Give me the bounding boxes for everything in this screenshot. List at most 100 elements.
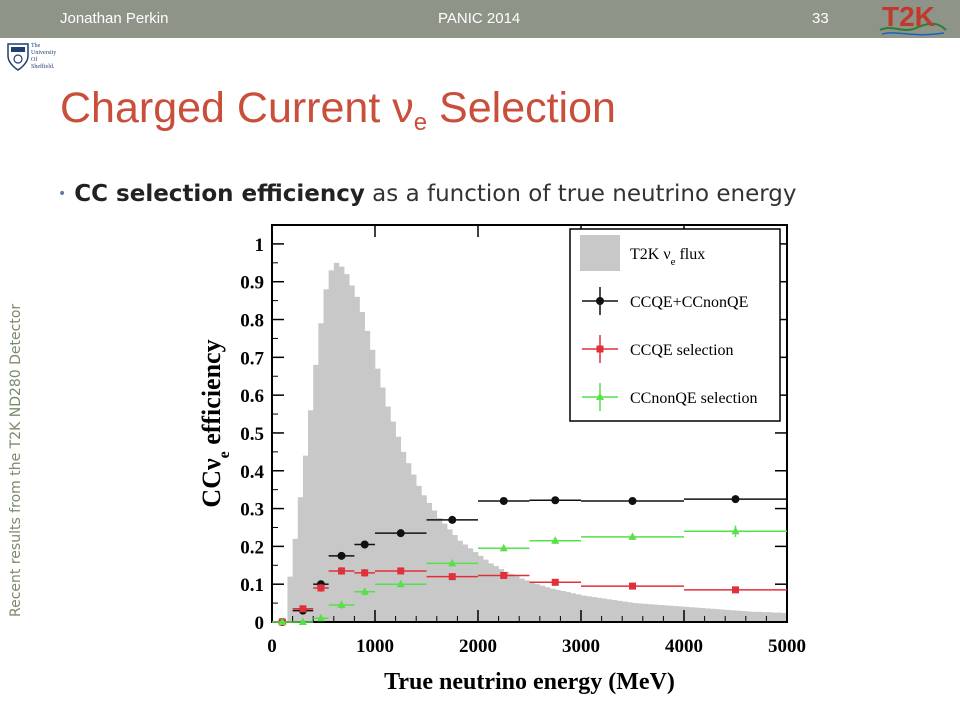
flux-bar [699, 608, 705, 622]
flux-bar [354, 296, 360, 622]
side-note: Recent results from the T2K ND280 Detect… [8, 303, 24, 617]
data-point [478, 571, 530, 579]
flux-bar [519, 578, 525, 622]
flux-bar [544, 587, 551, 622]
data-point [313, 613, 329, 622]
flux-bar [596, 597, 602, 622]
flux-bar [627, 602, 633, 622]
y-tick-label: 0.1 [240, 575, 264, 596]
title-main: Charged Current ν [60, 84, 414, 132]
y-tick-label: 0.2 [240, 537, 264, 558]
flux-bar [673, 606, 680, 622]
flux-bar [761, 612, 767, 622]
flux-bar [472, 552, 479, 622]
y-tick-label: 0.3 [240, 500, 264, 521]
data-point-marker [499, 543, 508, 552]
flux-bar [756, 611, 762, 622]
flux-bar [714, 609, 721, 622]
flux-bar [534, 584, 541, 622]
data-point-marker [397, 567, 405, 575]
legend-flux-swatch [580, 235, 620, 271]
data-point-marker [337, 551, 346, 560]
legend-entry: T2K νe flux [580, 235, 705, 271]
data-point [529, 578, 581, 586]
flux-bar [302, 455, 309, 622]
data-point [684, 495, 787, 504]
data-point-marker [731, 526, 740, 535]
flux-bar [359, 311, 365, 622]
data-point [478, 497, 530, 506]
data-point [684, 525, 787, 537]
data-point-marker [317, 584, 325, 592]
data-point-marker [396, 529, 405, 538]
legend-entry: CCnonQE selection [582, 383, 758, 411]
t2k-logo-text: T2K [882, 1, 935, 32]
legend: T2K νe flux CCQE+CCnonQE CCQE selection CCn… [569, 228, 781, 422]
efficiency-chart: 0 0.1 0.2 0.3 0.4 0.5 0.6 0.7 0.8 0.9 1 0 1000 2000 30… [197, 224, 806, 695]
title-rest: Selection [427, 84, 616, 132]
flux-bar [570, 593, 577, 622]
flux-bar [529, 582, 535, 622]
flux-bar [776, 612, 783, 622]
legend-entry: CCQE+CCnonQE [582, 287, 748, 315]
legend-label: CCQE+CCnonQE [630, 294, 748, 311]
data-point [375, 579, 427, 588]
data-point-marker [299, 605, 307, 613]
y-tick-label: 0.9 [240, 273, 264, 294]
legend-label: T2K νe flux [630, 246, 705, 268]
series-ccnonqe-selection [272, 525, 787, 625]
flux-bar [550, 588, 556, 622]
flux-bar [684, 606, 690, 622]
flux-bar [720, 609, 726, 622]
flux-bar [395, 436, 402, 622]
author-name: Jonathan Perkin [60, 10, 169, 27]
flux-bar [287, 576, 293, 622]
bullet-bold-text: CC selection efficiency [74, 181, 365, 207]
data-point-marker [448, 558, 457, 567]
data-point [375, 567, 427, 575]
flux-bar [642, 603, 649, 622]
data-point-marker [596, 345, 604, 353]
flux-bar [375, 368, 381, 622]
data-point-marker [360, 587, 369, 595]
x-tick-label: 1000 [356, 636, 394, 657]
flux-bar [709, 608, 716, 622]
legend-label-main: CCQE selection [630, 342, 734, 359]
y-axis-label-main: CCν [197, 458, 226, 508]
flux-bar [725, 609, 731, 622]
flux-bar [436, 518, 443, 622]
university-shield-icon [7, 43, 29, 71]
y-tick-label: 0 [255, 613, 265, 634]
legend-label-main: T2K ν [630, 246, 671, 263]
flux-bar [581, 595, 587, 622]
y-tick-label: 0.5 [240, 424, 264, 445]
y-axis-label-sub: e [216, 451, 233, 458]
flux-bar [637, 603, 644, 622]
bullet-dot-icon: • [58, 186, 67, 202]
data-point-marker [360, 540, 369, 549]
flux-bar [740, 611, 747, 622]
data-point [328, 567, 355, 575]
y-axis-label-rest: efficiency [197, 339, 226, 451]
data-point-marker [337, 600, 346, 608]
flux-bar [591, 597, 597, 622]
data-point-marker [628, 532, 637, 540]
flux-bar [735, 610, 741, 622]
x-tick-label: 4000 [665, 636, 703, 657]
flux-bar [606, 599, 613, 622]
data-point [354, 540, 375, 549]
flux-bar [297, 497, 304, 622]
y-tick-label: 0.8 [240, 311, 264, 332]
flux-bar [750, 611, 757, 622]
data-point [292, 617, 314, 625]
flux-bar [308, 410, 314, 622]
flux-bar [385, 406, 391, 622]
data-point-marker [551, 578, 559, 586]
flux-bar [514, 576, 520, 622]
flux-bar [488, 563, 494, 622]
flux-bar [730, 610, 736, 622]
x-axis-label: True neutrino energy (MeV) [384, 669, 675, 695]
flux-bar [653, 604, 659, 622]
legend-label-rest: flux [675, 246, 705, 263]
flux-bar [323, 289, 329, 622]
